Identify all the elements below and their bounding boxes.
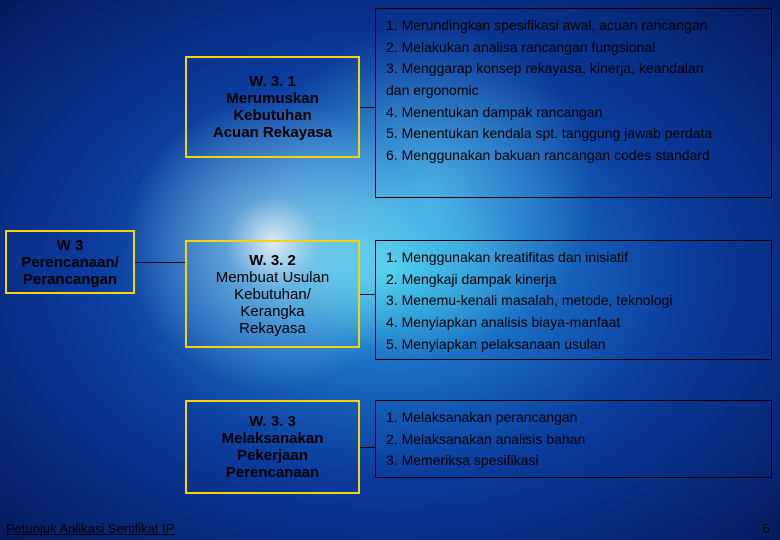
node-w32: W. 3. 2 Membuat Usulan Kebutuhan/ Kerang… xyxy=(185,240,360,348)
node-line: Kebutuhan xyxy=(233,107,311,124)
list-item: 3. Menemu-kenali masalah, metode, teknol… xyxy=(386,290,761,312)
node-code: W. 3. 2 xyxy=(249,252,296,269)
list-item: 3. Menggarap konsep rekayasa, kinerja, k… xyxy=(386,58,761,80)
node-code: W. 3. 3 xyxy=(249,413,296,430)
list-item: 4. Menentukan dampak rancangan xyxy=(386,102,761,124)
detail-box-w31: 1. Merundingkan spesifikasi awal, acuan … xyxy=(375,8,772,198)
root-box-w3: W 3 Perencanaan/ Perancangan xyxy=(5,230,135,294)
list-item: 5. Menentukan kendala spt. tanggung jawa… xyxy=(386,123,761,145)
list-item: 2. Melakukan analisa rancangan fungsiona… xyxy=(386,37,761,59)
node-w31: W. 3. 1 Merumuskan Kebutuhan Acuan Rekay… xyxy=(185,56,360,158)
list-item: 2. Melaksanakan analisis bahan xyxy=(386,429,761,451)
node-line: Melaksanakan xyxy=(222,430,324,447)
footer-text: Petunjuk Aplikasi Sertifikat IP xyxy=(6,521,174,536)
list-item: 1. Menggunakan kreatifitas dan inisiatif xyxy=(386,247,761,269)
node-line: Pekerjaan xyxy=(237,447,308,464)
node-line: Kebutuhan/ xyxy=(234,286,311,303)
page-number: 6 xyxy=(763,521,770,536)
node-code: W. 3. 1 xyxy=(249,73,296,90)
connector xyxy=(135,262,185,263)
node-line: Merumuskan xyxy=(226,90,319,107)
list-item: dan ergonomic xyxy=(386,80,761,102)
list-item: 4. Menyiapkan analisis biaya-manfaat xyxy=(386,312,761,334)
node-line: Acuan Rekayasa xyxy=(213,124,332,141)
detail-box-w33: 1. Melaksanakan perancangan 2. Melaksana… xyxy=(375,400,772,478)
node-line: Kerangka xyxy=(240,303,304,320)
node-line: Membuat Usulan xyxy=(216,269,329,286)
connector xyxy=(360,447,375,448)
root-line3: Perancangan xyxy=(23,271,117,288)
node-w33: W. 3. 3 Melaksanakan Pekerjaan Perencana… xyxy=(185,400,360,494)
list-item: 5. Menyiapkan pelaksanaan usulan xyxy=(386,334,761,356)
list-item: 2. Mengkaji dampak kinerja xyxy=(386,269,761,291)
connector xyxy=(360,294,375,295)
list-item: 1. Merundingkan spesifikasi awal, acuan … xyxy=(386,15,761,37)
root-line2: Perencanaan/ xyxy=(21,254,119,271)
list-item: 3. Memeriksa spesifikasi xyxy=(386,450,761,472)
list-item: 6. Menggunakan bakuan rancangan codes st… xyxy=(386,145,761,167)
root-code: W 3 xyxy=(57,237,84,254)
node-line: Rekayasa xyxy=(239,320,306,337)
connector xyxy=(360,107,375,108)
list-item: 1. Melaksanakan perancangan xyxy=(386,407,761,429)
detail-box-w32: 1. Menggunakan kreatifitas dan inisiatif… xyxy=(375,240,772,360)
node-line: Perencanaan xyxy=(226,464,319,481)
